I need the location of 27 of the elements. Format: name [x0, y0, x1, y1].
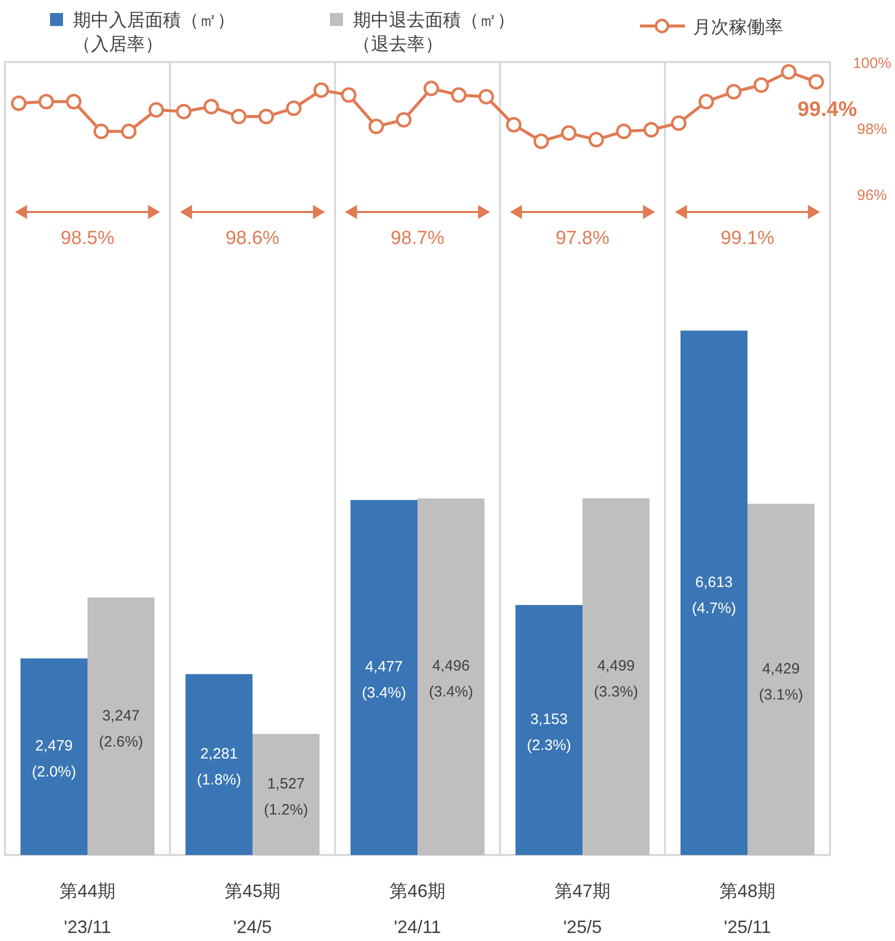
y-tick-label: 98% [856, 121, 888, 138]
x-tick-label: 第46期 '24/11 [389, 881, 446, 937]
data-label: 4,499 (3.3%) [594, 658, 638, 701]
x-tick-label: 第47期 '25/5 [554, 881, 611, 937]
data-label: 2,281 (1.8%) [196, 746, 242, 789]
x-tick-label: 第48期 '25/11 [719, 881, 776, 937]
data-label: 6,613 (4.7%) [692, 574, 736, 617]
data-label: 4,477 (3.4%) [362, 658, 406, 702]
legend-label: 期中退去面積（㎡）（退去率） [353, 10, 515, 54]
x-tick-label: 第45期 '24/5 [224, 881, 281, 937]
data-label: 4,496 (3.4%) [428, 658, 474, 701]
data-label: 2,479 (2.0%) [32, 738, 76, 781]
annotation: 98.6% [226, 228, 280, 249]
annotation: 97.8% [556, 228, 610, 249]
data-label: 1,527 (1.2%) [264, 775, 308, 818]
y-tick-label: 100% [852, 55, 892, 72]
legend-label: 期中入居面積（㎡）（入居率） [73, 10, 235, 54]
data-label: 99.4% [797, 98, 858, 121]
data-label: 4,429 (3.1%) [758, 660, 804, 704]
annotation: 99.1% [720, 228, 775, 249]
data-label: 3,153 (2.3%) [526, 710, 572, 754]
data-label: 3,247 (2.6%) [98, 707, 144, 750]
annotation: 98.5% [60, 228, 115, 249]
annotation: 98.7% [390, 228, 445, 249]
y-tick-label: 96% [856, 187, 888, 204]
legend-label: 月次稼働率 [693, 17, 783, 37]
x-tick-label: 第44期 '23/11 [59, 881, 116, 937]
